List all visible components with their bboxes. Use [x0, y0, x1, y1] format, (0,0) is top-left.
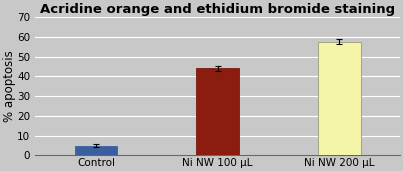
Bar — [318, 42, 361, 155]
Bar — [75, 146, 117, 155]
Bar — [196, 68, 239, 155]
Y-axis label: % apoptosis: % apoptosis — [3, 50, 16, 122]
Title: Acridine orange and ethidium bromide staining: Acridine orange and ethidium bromide sta… — [40, 3, 395, 16]
